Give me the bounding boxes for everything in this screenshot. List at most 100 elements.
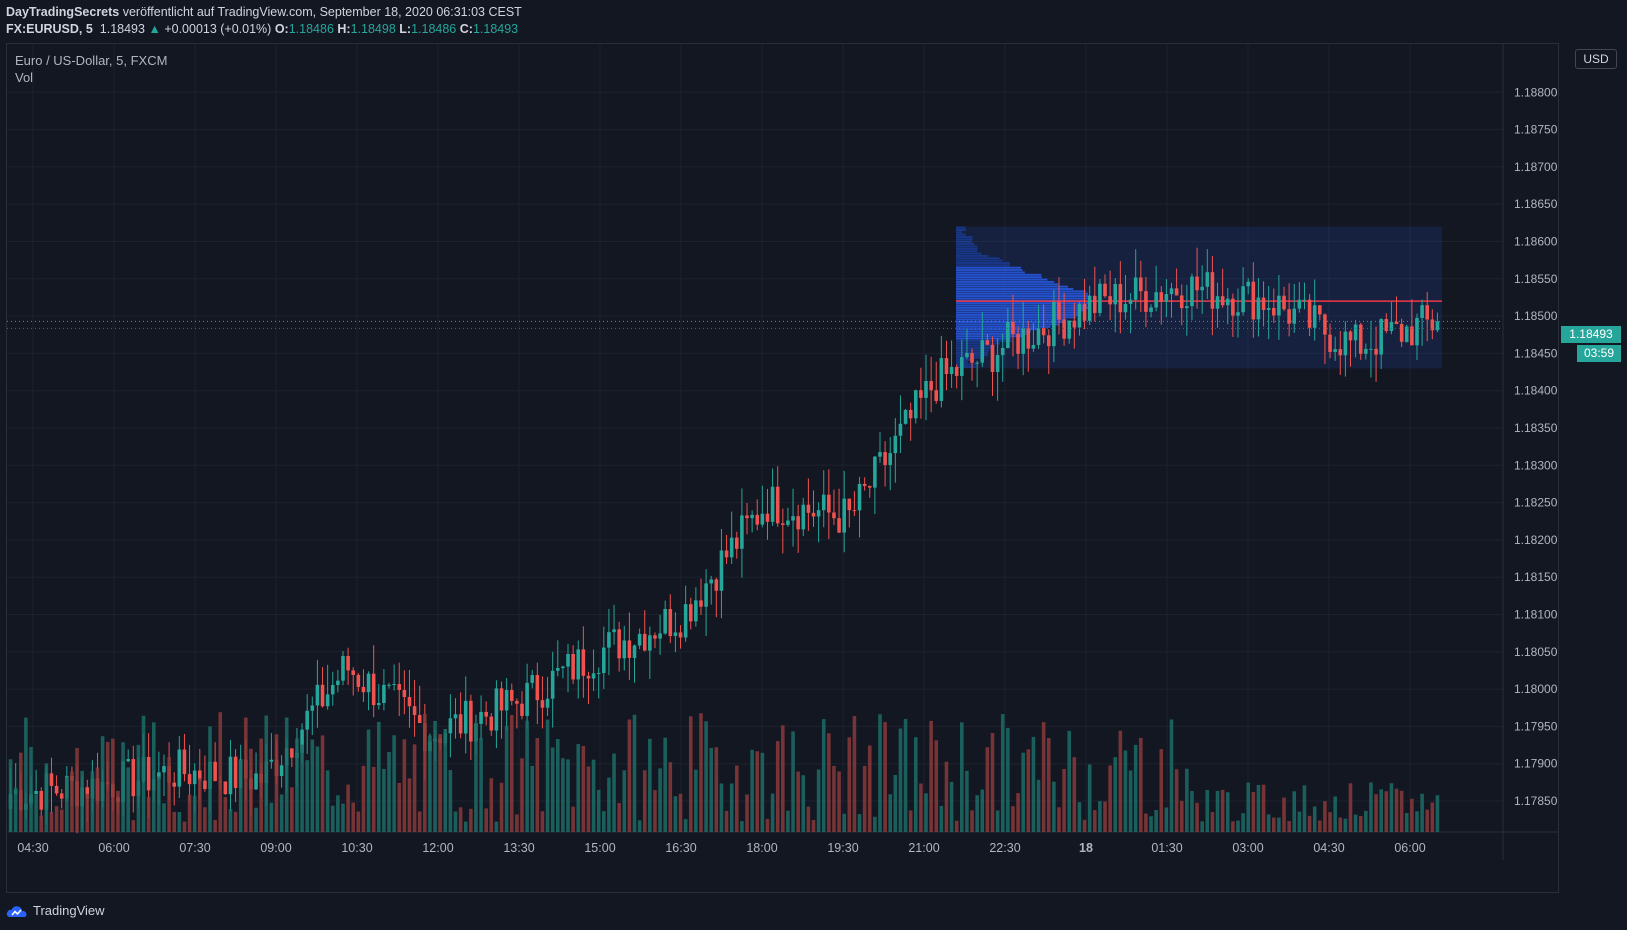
volume-bar: [781, 725, 785, 832]
candle-body: [678, 632, 683, 638]
candle-body: [1021, 328, 1025, 354]
tradingview-brand[interactable]: TradingView: [6, 903, 105, 918]
volume-bar: [116, 790, 120, 832]
time-tick-label: 04:30: [17, 841, 48, 855]
candle-body: [305, 710, 309, 730]
volume-bar: [1108, 765, 1112, 832]
candle-body: [878, 452, 882, 457]
candle-body: [832, 512, 836, 519]
candle-body: [622, 640, 627, 659]
candle-body: [857, 483, 862, 511]
volume-bar: [484, 808, 488, 832]
volume-bar: [187, 794, 192, 832]
volume-bar: [1123, 750, 1128, 832]
volume-bar: [34, 795, 38, 832]
series-title[interactable]: Euro / US-Dollar, 5, FXCM: [15, 53, 168, 68]
candle-body: [336, 680, 340, 685]
time-tick-label: 21:00: [908, 841, 939, 855]
volume-bar: [167, 757, 171, 832]
volume-bar: [642, 770, 647, 832]
volume-profile-row: [956, 328, 1039, 331]
volume-profile-row: [956, 228, 967, 231]
candle-body: [228, 756, 233, 795]
volume-bar: [673, 796, 678, 832]
price-chart[interactable]: 1.17850 1.17900 1.17950 1.18000 1.18050 1.181…: [0, 0, 1627, 893]
candle-body: [376, 702, 381, 706]
volume-bar: [1092, 810, 1097, 832]
symbol-label[interactable]: FX:EURUSD, 5: [6, 22, 93, 36]
candle-body: [765, 513, 770, 522]
candle-body: [535, 675, 540, 701]
candle-body: [1036, 328, 1041, 345]
candle-body: [279, 765, 284, 777]
candle-body: [515, 700, 519, 704]
candle-body: [1358, 324, 1363, 354]
volume-bar: [1149, 816, 1153, 832]
author-name[interactable]: DayTradingSecrets: [6, 5, 120, 19]
candle-body: [1190, 276, 1194, 307]
candle-body: [1118, 283, 1123, 313]
volume-bar: [1046, 738, 1051, 832]
volume-bar: [944, 761, 949, 832]
chart-pane[interactable]: [6, 43, 1559, 893]
volume-bar: [745, 794, 749, 832]
price-tick-label: 1.18150: [1514, 570, 1558, 584]
candle-body: [1154, 292, 1158, 308]
high-value: 1.18498: [350, 22, 396, 36]
volume-profile-row: [956, 250, 978, 253]
volume-bar: [893, 775, 898, 832]
candle-body: [770, 486, 775, 522]
volume-bar: [218, 712, 223, 832]
volume-bar: [172, 811, 177, 832]
low-label: L:: [399, 22, 412, 36]
price-tick-label: 1.18000: [1514, 682, 1558, 696]
candle-body: [913, 390, 918, 419]
series-legend: Euro / US-Dollar, 5, FXCM Vol: [15, 52, 167, 86]
volume-bar: [1277, 817, 1281, 832]
candle-body: [734, 537, 739, 549]
candle-body: [954, 366, 959, 376]
candle-body: [310, 705, 315, 711]
volume-bar: [832, 765, 836, 832]
volume-bar: [719, 783, 724, 832]
candle-body: [1231, 298, 1235, 316]
time-tick-label: 16:30: [665, 841, 696, 855]
candle-body: [453, 714, 458, 719]
volume-bar: [341, 803, 345, 832]
candle-body: [944, 358, 949, 375]
volume-bar: [177, 812, 182, 832]
candle-body: [1241, 286, 1245, 313]
volume-bar: [1404, 813, 1409, 832]
volume-bar: [842, 813, 846, 832]
volume-legend[interactable]: Vol: [15, 70, 34, 85]
volume-bar: [1297, 811, 1302, 832]
volume-bar: [1195, 802, 1199, 832]
volume-bar: [816, 769, 821, 832]
volume-bar: [566, 759, 570, 832]
volume-bar: [1246, 782, 1251, 832]
candle-body: [607, 632, 611, 648]
volume-bar: [607, 777, 611, 832]
volume-bar: [95, 767, 100, 832]
volume-profile-row: [956, 280, 1055, 283]
candle-body: [1082, 304, 1087, 321]
candle-body: [1302, 299, 1307, 301]
candle-body: [990, 344, 995, 373]
currency-button[interactable]: USD: [1575, 49, 1617, 69]
volume-bar: [1000, 714, 1005, 832]
volume-bar: [1205, 790, 1210, 832]
candle-body: [714, 579, 719, 591]
volume-profile-row: [956, 321, 1065, 324]
published-text: veröffentlicht auf TradingView.com, Sept…: [119, 5, 522, 19]
time-tick-label: 09:00: [260, 841, 291, 855]
volume-profile-row: [956, 302, 1092, 305]
volume-profile-row: [956, 295, 1089, 298]
candle-body: [1404, 326, 1409, 342]
volume-bar: [315, 746, 320, 832]
candle-body: [688, 604, 693, 622]
candle-body: [1353, 324, 1358, 341]
volume-bar: [1128, 770, 1133, 832]
time-tick-label: 03:00: [1232, 841, 1263, 855]
candle-body: [351, 670, 356, 675]
price-tick-label: 1.18100: [1514, 608, 1558, 622]
